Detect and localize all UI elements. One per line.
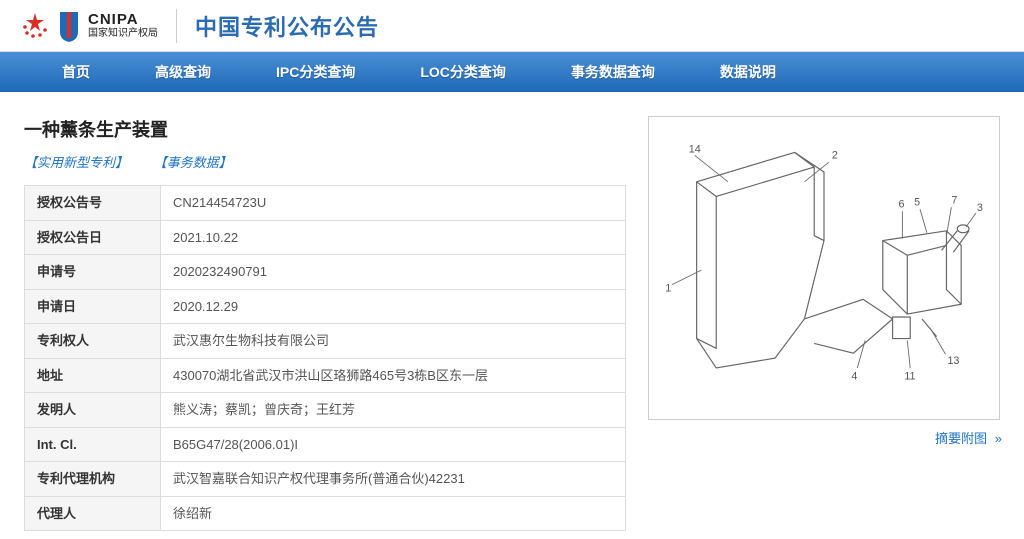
figure-caption-text: 摘要附图 — [935, 431, 987, 446]
svg-text:3: 3 — [977, 202, 983, 214]
row-label: 地址 — [25, 358, 161, 393]
row-value: 430070湖北省武汉市洪山区珞狮路465号3栋B区东一层 — [161, 358, 626, 393]
nav-transaction[interactable]: 事务数据查询 — [539, 52, 687, 92]
row-label: 专利权人 — [25, 324, 161, 359]
patent-drawing-icon: 14 1 2 6 5 7 3 4 11 13 — [655, 123, 993, 413]
row-value: 2020232490791 — [161, 255, 626, 290]
tag-row: 【实用新型专利】 【事务数据】 — [24, 152, 626, 171]
nav-ipc[interactable]: IPC分类查询 — [244, 52, 387, 92]
logo-area: CNIPA 国家知识产权局 — [20, 10, 158, 42]
row-value: 熊义涛；蔡凯；曾庆奇；王红芳 — [161, 393, 626, 428]
row-label: 发明人 — [25, 393, 161, 428]
tag-transaction-data[interactable]: 【事务数据】 — [154, 155, 232, 170]
abstract-figure: 14 1 2 6 5 7 3 4 11 13 — [648, 116, 1000, 420]
row-label: 授权公告日 — [25, 220, 161, 255]
row-label: 授权公告号 — [25, 186, 161, 221]
table-row: 代理人徐绍新 — [25, 496, 626, 531]
svg-text:6: 6 — [898, 198, 904, 210]
table-row: 授权公告号CN214454723U — [25, 186, 626, 221]
svg-text:5: 5 — [914, 196, 920, 208]
divider — [176, 9, 177, 43]
svg-text:4: 4 — [851, 371, 857, 383]
svg-text:7: 7 — [951, 194, 957, 206]
nav-loc[interactable]: LOC分类查询 — [388, 52, 538, 92]
info-table: 授权公告号CN214454723U授权公告日2021.10.22申请号20202… — [24, 185, 626, 531]
svg-text:2: 2 — [832, 149, 838, 161]
logo-shield-icon — [58, 10, 80, 42]
svg-text:14: 14 — [689, 143, 701, 155]
logo-text: CNIPA 国家知识产权局 — [88, 12, 158, 40]
row-label: Int. Cl. — [25, 427, 161, 462]
right-column: 14 1 2 6 5 7 3 4 11 13 摘要附图 » — [648, 116, 1000, 531]
top-bar: CNIPA 国家知识产权局 中国专利公布公告 — [0, 0, 1024, 52]
table-row: 申请日2020.12.29 — [25, 289, 626, 324]
row-value: 2020.12.29 — [161, 289, 626, 324]
row-label: 申请号 — [25, 255, 161, 290]
row-label: 代理人 — [25, 496, 161, 531]
logo-stars-icon — [20, 11, 50, 41]
figure-caption-link[interactable]: 摘要附图 » — [648, 428, 1000, 447]
svg-text:13: 13 — [947, 355, 959, 367]
patent-title: 一种薰条生产装置 — [24, 116, 626, 142]
row-value: 武汉惠尔生物科技有限公司 — [161, 324, 626, 359]
row-value: 2021.10.22 — [161, 220, 626, 255]
nav-home[interactable]: 首页 — [30, 52, 122, 92]
row-label: 专利代理机构 — [25, 462, 161, 497]
row-value: B65G47/28(2006.01)I — [161, 427, 626, 462]
left-column: 一种薰条生产装置 【实用新型专利】 【事务数据】 授权公告号CN21445472… — [24, 116, 626, 531]
table-row: 授权公告日2021.10.22 — [25, 220, 626, 255]
logo-sub-label: 国家知识产权局 — [88, 28, 158, 39]
row-value: 武汉智嘉联合知识产权代理事务所(普通合伙)42231 — [161, 462, 626, 497]
table-row: 地址430070湖北省武汉市洪山区珞狮路465号3栋B区东一层 — [25, 358, 626, 393]
row-value: CN214454723U — [161, 186, 626, 221]
nav-data-desc[interactable]: 数据说明 — [688, 52, 808, 92]
row-value: 徐绍新 — [161, 496, 626, 531]
row-label: 申请日 — [25, 289, 161, 324]
table-row: 专利代理机构武汉智嘉联合知识产权代理事务所(普通合伙)42231 — [25, 462, 626, 497]
svg-text:11: 11 — [904, 371, 915, 383]
content-area: 一种薰条生产装置 【实用新型专利】 【事务数据】 授权公告号CN21445472… — [0, 92, 1024, 539]
main-nav: 首页 高级查询 IPC分类查询 LOC分类查询 事务数据查询 数据说明 — [0, 52, 1024, 92]
table-row: 发明人熊义涛；蔡凯；曾庆奇；王红芳 — [25, 393, 626, 428]
tag-patent-type[interactable]: 【实用新型专利】 — [24, 155, 128, 170]
site-title: 中国专利公布公告 — [195, 10, 379, 42]
table-row: 专利权人武汉惠尔生物科技有限公司 — [25, 324, 626, 359]
svg-text:1: 1 — [665, 283, 671, 295]
double-chevron-icon: » — [995, 431, 1000, 446]
logo-cnipa-label: CNIPA — [88, 12, 158, 29]
nav-advanced-search[interactable]: 高级查询 — [123, 52, 243, 92]
table-row: Int. Cl.B65G47/28(2006.01)I — [25, 427, 626, 462]
table-row: 申请号2020232490791 — [25, 255, 626, 290]
